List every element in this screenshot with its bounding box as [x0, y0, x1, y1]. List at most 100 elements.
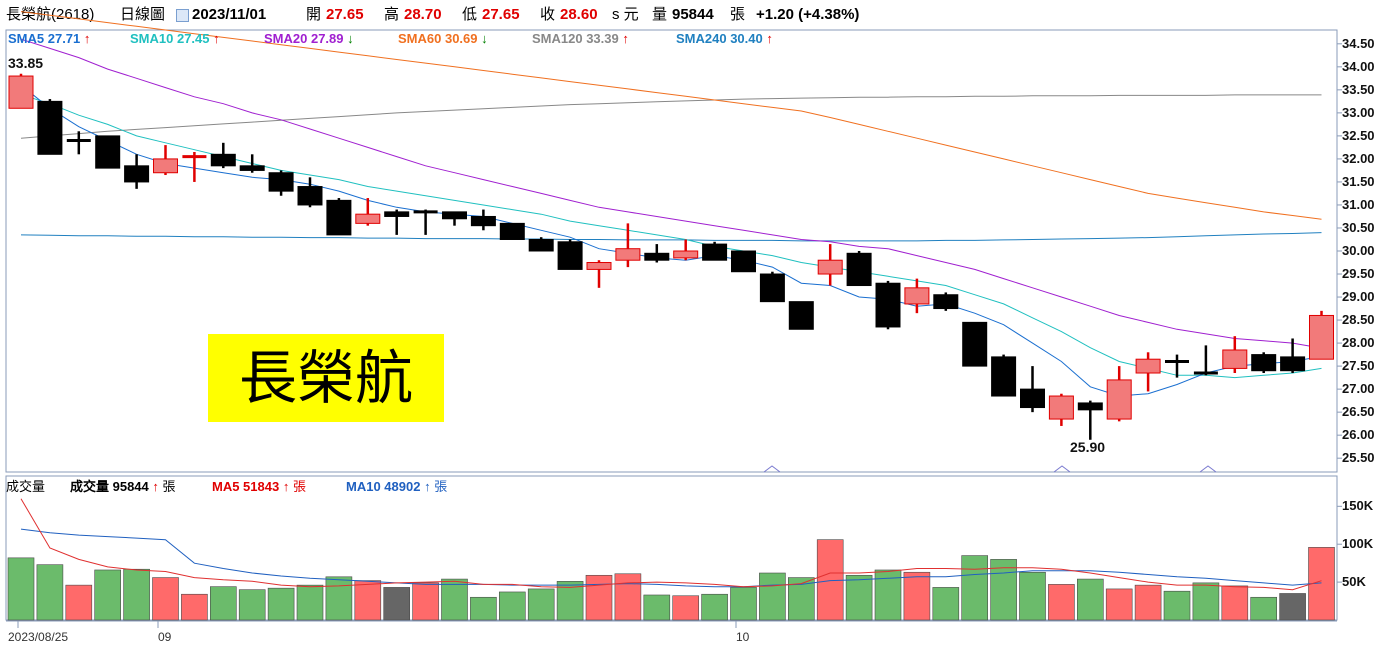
- price-tick-label: 33.50: [1342, 81, 1375, 97]
- vol-ma10-unit: 張: [434, 479, 448, 494]
- high-value: 28.70: [404, 6, 442, 23]
- price-tick-label: 32.00: [1342, 150, 1375, 166]
- candle-body: [297, 186, 323, 206]
- sma20-arrow-icon: ↓: [347, 31, 354, 46]
- sma20-legend: SMA20 27.89 ↓: [264, 30, 354, 48]
- candle-body: [904, 287, 930, 305]
- vol-ma5-legend: MA5 51843 ↑ 張: [212, 478, 306, 496]
- candle-body: [1251, 354, 1277, 372]
- volume-bar: [238, 589, 266, 621]
- price-tick-label: 26.50: [1342, 404, 1375, 420]
- volume-bar: [267, 587, 295, 621]
- volume-bar: [1279, 593, 1306, 621]
- candle-body: [1280, 356, 1306, 372]
- candle-body: [673, 250, 699, 259]
- volume-bar: [961, 555, 989, 621]
- volume-bar: [412, 582, 439, 621]
- candle-body: [615, 248, 641, 261]
- price-tick-label: 27.50: [1342, 358, 1375, 374]
- volume-legend-unit: 張: [162, 479, 176, 494]
- sma20-line: [20, 38, 1322, 349]
- candle-body: [326, 199, 352, 236]
- sma10-line: [20, 94, 1322, 379]
- price-panel-frame: [5, 29, 1338, 473]
- high-label: 高: [384, 6, 400, 23]
- candle-body: [124, 165, 150, 183]
- vol-ma5-text: MA5 51843: [212, 479, 280, 494]
- stock-name[interactable]: 長榮航(2618): [6, 6, 95, 23]
- marker-1: [1053, 465, 1071, 473]
- candle-body: [499, 222, 525, 240]
- sma120-line: [20, 94, 1322, 139]
- checkbox-icon[interactable]: [176, 9, 189, 22]
- price-tick-label: 33.00: [1342, 104, 1375, 120]
- sma60-legend: SMA60 30.69 ↓: [398, 30, 488, 48]
- period-label[interactable]: 日線圖: [120, 6, 166, 23]
- vol-ma10-arrow-icon: ↑: [424, 479, 431, 494]
- volume-bar: [152, 577, 179, 621]
- sma5-text: SMA5 27.71: [8, 31, 81, 46]
- candle-body: [759, 273, 785, 303]
- volume-bar: [210, 586, 237, 621]
- candle-body: [268, 172, 294, 192]
- quote-header: 長榮航(2618) 日線圖 2023/11/01 開 27.65 高 28.70…: [0, 0, 1398, 30]
- vol-ma10-line: [20, 528, 1322, 588]
- candle-body: [384, 211, 410, 217]
- price-tick-label: 31.50: [1342, 173, 1375, 189]
- volume-unit: 張: [730, 6, 746, 23]
- sma5-line: [20, 84, 1322, 397]
- vol-ma10-text: MA10 48902: [346, 479, 421, 494]
- volume-bar: [325, 576, 353, 621]
- sma120-text: SMA120 33.39: [532, 31, 619, 46]
- price-tick-label: 32.50: [1342, 127, 1375, 143]
- candle-body: [8, 75, 34, 109]
- volume-bar: [7, 557, 35, 621]
- x-label-sep: 09: [158, 630, 172, 644]
- price-tick-label: 25.50: [1342, 450, 1375, 466]
- sma240-legend: SMA240 30.40 ↑: [676, 30, 773, 48]
- sma120-arrow-icon: ↑: [622, 31, 629, 46]
- candle-body: [1077, 402, 1103, 411]
- open-value: 27.65: [326, 6, 364, 23]
- sma10-text: SMA10 27.45: [130, 31, 210, 46]
- volume-bar: [672, 595, 700, 621]
- volume-bar: [903, 571, 931, 621]
- candle-body: [37, 100, 63, 155]
- sma60-arrow-icon: ↓: [481, 31, 488, 46]
- price-tick-label: 29.50: [1342, 266, 1375, 282]
- quote-date: 2023/11/01: [192, 6, 267, 23]
- price-tick-label: 34.00: [1342, 58, 1375, 74]
- max-price-label: 33.85: [8, 55, 44, 71]
- volume-bar: [932, 587, 960, 621]
- volume-bar: [1192, 582, 1220, 621]
- candle-body: [1106, 379, 1132, 420]
- candle-body: [644, 252, 670, 261]
- volume-value: 95844: [672, 6, 714, 23]
- price-tick-label: 30.50: [1342, 219, 1375, 235]
- price-tick-label: 26.00: [1342, 427, 1375, 443]
- min-price-label: 25.90: [1070, 439, 1106, 455]
- volume-bar: [36, 564, 64, 621]
- candle-body: [933, 294, 959, 310]
- low-label: 低: [462, 6, 478, 23]
- vol-ma10-legend: MA10 48902 ↑ 張: [346, 478, 447, 496]
- volume-bar: [354, 580, 382, 621]
- volume-tick-label: 150K: [1342, 498, 1374, 514]
- volume-bar: [990, 559, 1017, 621]
- candle-body: [875, 282, 901, 328]
- volume-bar: [1134, 584, 1162, 621]
- vol-ma5-unit: 張: [292, 479, 306, 494]
- price-tick-label: 28.00: [1342, 335, 1375, 351]
- volume-legend-text: 成交量 95844: [70, 479, 149, 494]
- close-value: 28.60: [560, 6, 598, 23]
- open-label: 開: [306, 6, 322, 23]
- price-tick-label: 29.00: [1342, 289, 1375, 305]
- sma60-text: SMA60 30.69: [398, 31, 478, 46]
- price-tick-label: 34.50: [1342, 35, 1375, 51]
- volume-bar: [181, 593, 208, 621]
- volume-bar: [1048, 584, 1075, 621]
- candle-body: [991, 356, 1017, 397]
- volume-bar: [1019, 571, 1046, 621]
- volume-bar: [614, 573, 642, 621]
- candle-body: [1020, 388, 1045, 409]
